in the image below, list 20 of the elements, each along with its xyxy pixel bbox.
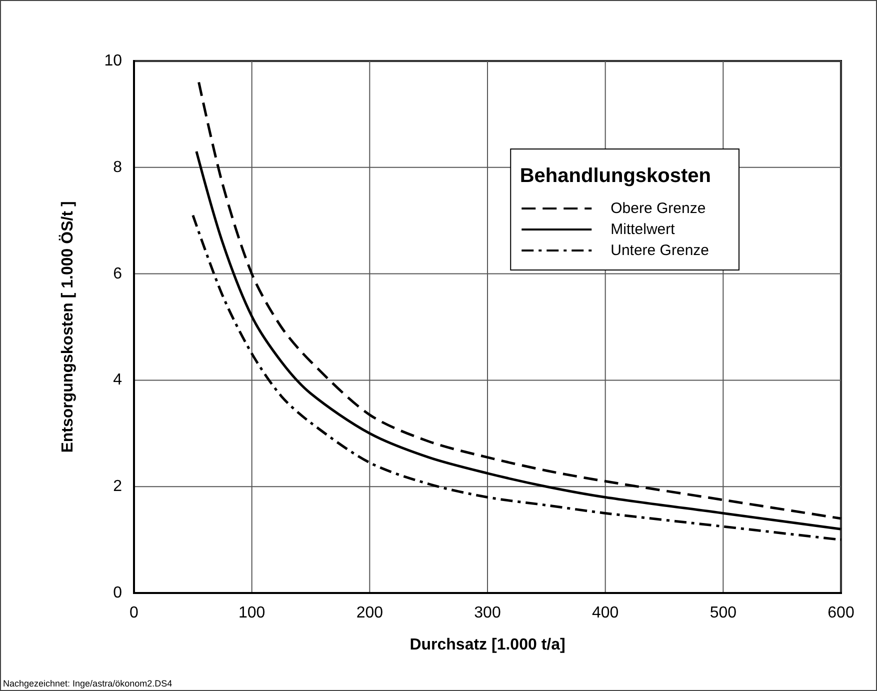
- y-tick-label: 2: [113, 478, 122, 496]
- x-tick-label: 600: [828, 604, 854, 622]
- y-axis-title: Entsorgungskosten [ 1.000 ÖS/t ]: [58, 201, 76, 453]
- x-tick-label: 100: [238, 604, 266, 622]
- y-tick-label: 6: [113, 265, 122, 282]
- y-tick-label: 0: [113, 584, 122, 602]
- legend-label: Obere Grenze: [610, 200, 706, 217]
- legend-label: Mittelwert: [610, 221, 676, 238]
- legend-title: Behandlungskosten: [520, 165, 712, 187]
- x-axis-title: Durchsatz [1.000 t/a]: [410, 636, 566, 654]
- x-tick-label: 300: [474, 604, 501, 622]
- y-tick-label: 10: [104, 52, 122, 70]
- legend-label: Untere Grenze: [610, 242, 710, 259]
- x-tick-label: 200: [356, 604, 384, 622]
- x-tick-label: 500: [710, 604, 737, 622]
- y-tick-label: 4: [113, 372, 122, 389]
- y-tick-label: 8: [113, 158, 122, 176]
- x-tick-label: 400: [592, 604, 619, 622]
- x-tick-label: 0: [130, 604, 139, 622]
- text: Nachgezeichnet: Inge/astra/ökonom2.DS4: [3, 678, 172, 688]
